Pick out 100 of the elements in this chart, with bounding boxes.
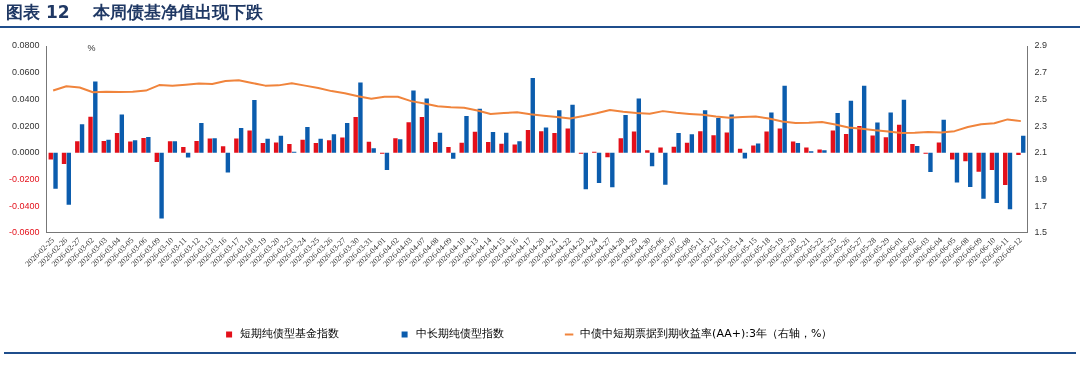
y-tick-label: 0.0200 — [11, 120, 40, 131]
y-tick-label: -0.0600 — [8, 227, 40, 238]
bar — [755, 143, 761, 153]
bar — [499, 143, 504, 153]
bar — [247, 130, 252, 153]
y2-tick-label: 1.7 — [1034, 200, 1047, 211]
bar — [658, 147, 663, 153]
bar — [326, 140, 332, 153]
bar — [366, 141, 372, 153]
bar — [769, 112, 774, 153]
bar — [411, 90, 416, 153]
y2-tick-label: 2.1 — [1034, 147, 1047, 158]
legend-label: 中长期纯债型指数 — [415, 327, 504, 341]
bar — [273, 142, 279, 153]
bar — [684, 142, 690, 153]
y-tick-label: 0.0000 — [11, 147, 40, 158]
bar — [857, 126, 862, 153]
bar — [419, 116, 425, 153]
bar — [106, 139, 111, 153]
bar — [504, 132, 509, 153]
bar — [711, 135, 716, 153]
bar — [817, 149, 822, 153]
bar — [353, 116, 358, 153]
bar — [676, 133, 681, 153]
bar — [764, 131, 769, 153]
bar — [225, 152, 231, 173]
bar — [1016, 152, 1021, 155]
bar — [883, 137, 889, 153]
y-tick-label: -0.0400 — [8, 200, 40, 211]
bar — [128, 141, 133, 153]
bar — [804, 147, 809, 153]
bar — [689, 134, 695, 153]
bar — [486, 142, 491, 153]
bar — [724, 132, 730, 153]
bar — [751, 145, 756, 153]
y-axis-title: % — [87, 43, 96, 54]
legend-label: 短期纯债型基金指数 — [240, 327, 340, 341]
bar — [406, 122, 411, 153]
bar — [393, 138, 398, 153]
bar — [928, 152, 933, 173]
bar — [93, 81, 98, 153]
bar — [437, 132, 443, 153]
bar — [671, 146, 677, 153]
bar — [451, 152, 456, 159]
bar — [631, 131, 637, 153]
bar — [565, 128, 570, 153]
bar — [238, 127, 244, 153]
bar — [490, 132, 496, 153]
y2-tick-label: 2.9 — [1034, 40, 1047, 51]
bar — [976, 152, 981, 172]
bar — [220, 146, 226, 153]
bar — [459, 142, 464, 153]
bar — [119, 114, 125, 153]
legend-label: 中债中短期票据到期收益率(AA+):3年（右轴，%） — [580, 327, 833, 341]
bar — [663, 152, 668, 185]
bar — [981, 152, 986, 199]
bar — [1003, 152, 1008, 185]
bar — [570, 104, 575, 153]
bar — [645, 150, 650, 153]
bar — [88, 116, 93, 153]
bar — [75, 141, 80, 153]
bar — [795, 143, 801, 153]
bar — [822, 150, 827, 153]
y2-tick-label: 1.9 — [1034, 173, 1047, 184]
bar — [968, 152, 973, 188]
y-tick-label: 0.0400 — [11, 93, 40, 104]
bar — [915, 146, 920, 153]
bar — [1021, 135, 1026, 153]
bar — [472, 131, 478, 153]
bar — [358, 82, 363, 153]
y2-tick-label: 2.7 — [1034, 67, 1047, 78]
bar — [172, 141, 178, 153]
bar — [464, 116, 469, 153]
bar — [141, 137, 146, 153]
bar — [596, 152, 602, 184]
bar — [53, 152, 58, 189]
bar — [790, 141, 796, 153]
bar — [433, 142, 438, 153]
bar — [1007, 152, 1013, 210]
bar — [66, 152, 71, 205]
bar — [194, 140, 199, 153]
bar — [146, 137, 151, 153]
bar — [446, 147, 451, 153]
bar — [539, 131, 544, 153]
y2-tick-label: 1.5 — [1034, 227, 1047, 238]
bar — [888, 112, 893, 153]
bar — [265, 138, 270, 153]
bar — [287, 143, 292, 153]
bar — [910, 143, 915, 153]
bar — [199, 123, 204, 153]
bar — [994, 152, 999, 204]
bar — [583, 152, 588, 190]
bar — [525, 130, 531, 153]
y2-tick-label: 2.5 — [1034, 93, 1047, 104]
bar — [870, 135, 875, 153]
bar — [398, 139, 403, 153]
bar — [954, 152, 960, 183]
bar — [167, 141, 173, 153]
bar — [623, 115, 628, 153]
bar — [782, 85, 787, 153]
